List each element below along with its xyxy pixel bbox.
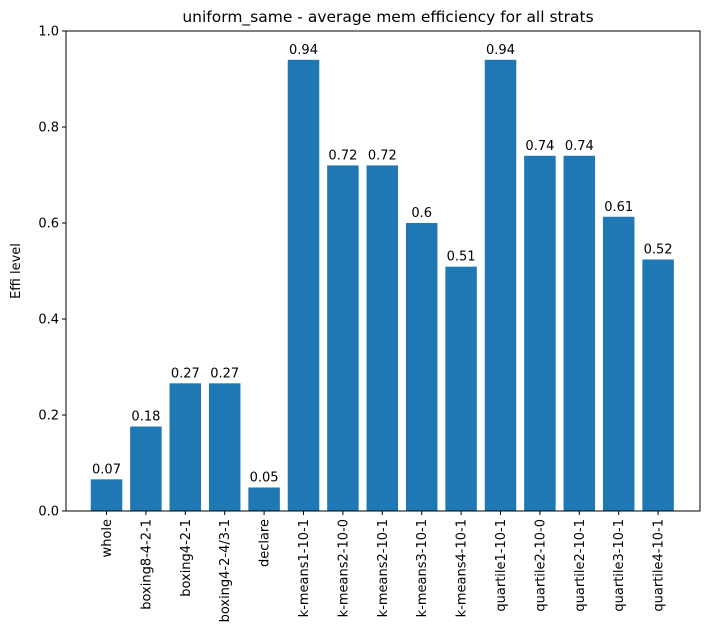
bar-value-label: 0.27 — [210, 366, 239, 381]
bar-value-label: 0.05 — [250, 470, 279, 485]
x-tick-label: k-means4-10-1 — [455, 519, 470, 617]
bar — [366, 165, 399, 511]
x-tick-label: k-means3-10-1 — [415, 519, 430, 617]
bar — [524, 155, 556, 512]
x-axis: whole boxing8-4-2-1 boxing4-2-1 boxing4-2-4… — [100, 511, 667, 622]
bar-value-label: 0.52 — [644, 242, 673, 257]
bar-value-label: 0.07 — [92, 462, 121, 477]
bar — [327, 165, 359, 511]
bar — [563, 155, 596, 512]
bar — [130, 426, 162, 511]
bar — [405, 223, 438, 511]
bar-value-label: 0.51 — [447, 250, 476, 265]
bar — [484, 59, 517, 512]
plot-frame — [65, 30, 701, 512]
bar-value-label: 0.94 — [289, 43, 318, 58]
bar-value-label: 0.18 — [131, 410, 160, 425]
bar — [248, 487, 280, 511]
y-axis: 0.0 0.2 0.4 0.6 0.8 1.0 — [38, 25, 66, 520]
y-tick-label: 0.4 — [38, 313, 59, 328]
y-axis-label: Effi level — [9, 243, 24, 299]
bar-value-label: 0.6 — [411, 206, 432, 221]
bar-value-label: 0.72 — [368, 148, 397, 163]
bars-group — [90, 59, 674, 512]
bar — [287, 59, 320, 512]
y-tick-label: 0.0 — [38, 505, 59, 520]
bar-value-label: 0.27 — [171, 366, 200, 381]
x-tick-label: k-means2-10-1 — [376, 519, 391, 617]
x-tick-label: quartile2-10-0 — [533, 519, 548, 612]
x-tick-label: k-means2-10-0 — [336, 519, 351, 617]
bar-value-label: 0.72 — [328, 148, 357, 163]
bar — [169, 383, 202, 511]
x-tick-label: whole — [100, 519, 115, 557]
x-tick-label: quartile3-10-1 — [612, 519, 627, 612]
bar-value-label: 0.61 — [604, 200, 633, 215]
bar — [90, 479, 123, 511]
x-tick-label: quartile2-10-1 — [573, 519, 588, 612]
x-tick-label: boxing4-2-1 — [179, 519, 194, 597]
bar-value-label: 0.74 — [525, 139, 554, 154]
x-tick-label: declare — [258, 519, 273, 567]
y-tick-label: 0.8 — [38, 121, 59, 136]
y-tick-label: 0.2 — [38, 409, 59, 424]
x-tick-label: quartile4-10-1 — [652, 519, 667, 612]
bar — [602, 216, 635, 511]
x-tick-label: boxing8-4-2-1 — [139, 519, 154, 610]
bar — [642, 259, 674, 511]
y-tick-label: 1.0 — [38, 25, 59, 40]
bar — [445, 266, 477, 511]
bar-value-label: 0.74 — [565, 139, 594, 154]
bar — [208, 383, 241, 511]
y-tick-label: 0.6 — [38, 217, 59, 232]
bar-value-label: 0.94 — [486, 43, 515, 58]
chart-title: uniform_same - average mem efficiency fo… — [182, 8, 593, 27]
x-tick-label: boxing4-2-4/3-1 — [218, 519, 233, 622]
x-tick-label: k-means1-10-1 — [297, 519, 312, 617]
bar-labels-group: 0.07 0.18 0.27 0.27 0.05 0.94 0.72 0.72 0.6 0.51 0… — [92, 43, 673, 486]
x-tick-label: quartile1-10-1 — [494, 519, 509, 612]
